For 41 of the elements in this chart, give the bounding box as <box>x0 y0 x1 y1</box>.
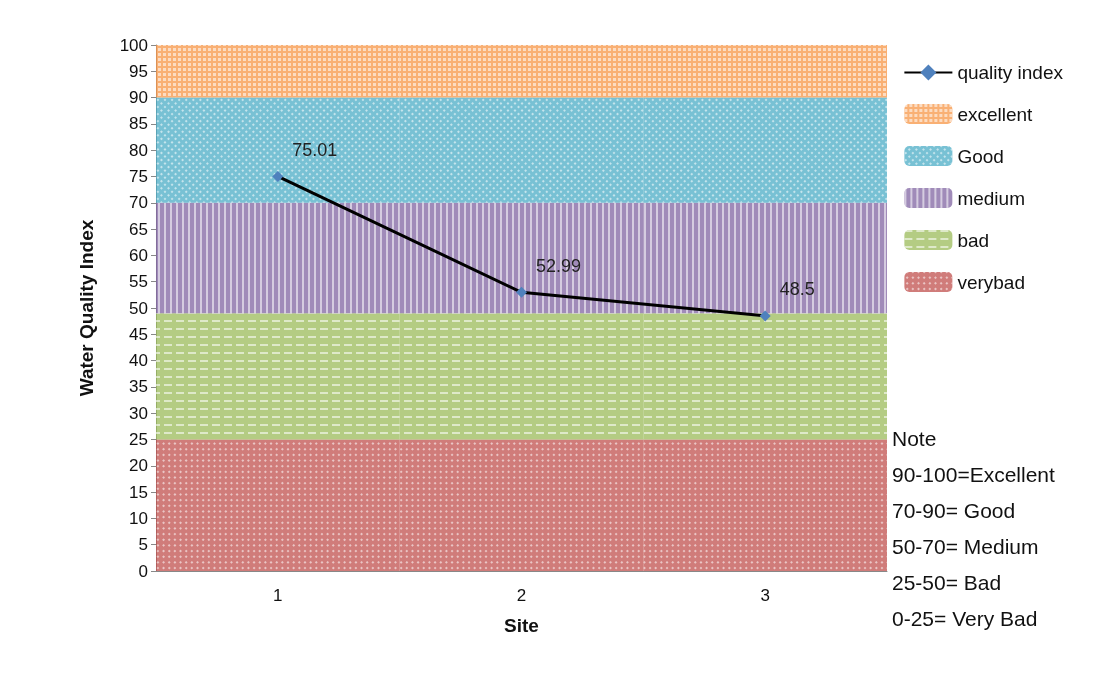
y-tick-label: 40 <box>129 351 148 371</box>
legend-label: medium <box>957 187 1025 209</box>
text: 0-25= Very Bad <box>892 607 1038 630</box>
y-tick-label: 35 <box>129 377 148 397</box>
y-tick-label: 55 <box>129 272 148 292</box>
legend-label: quality index <box>957 62 1064 83</box>
legend-label: verybad <box>957 271 1025 293</box>
y-tick-label: 50 <box>129 298 148 318</box>
y-tick-label: 30 <box>129 403 148 423</box>
text: 70-90= Good <box>892 499 1016 522</box>
x-tick-label: 3 <box>760 586 770 605</box>
y-tick-label: 70 <box>129 193 148 213</box>
y-tick-label: 45 <box>129 324 148 344</box>
text: 25-50= Bad <box>892 571 1002 594</box>
y-tick-label: 90 <box>129 88 148 108</box>
data-label: 52.99 <box>536 255 582 276</box>
data-label: 48.5 <box>779 279 815 300</box>
y-tick-label: 100 <box>119 35 148 55</box>
y-tick-label: 5 <box>138 535 148 555</box>
x-axis-title: Site <box>504 615 539 636</box>
y-tick-label: 25 <box>129 430 148 449</box>
text: Note <box>892 427 937 450</box>
y-tick-label: 10 <box>129 508 148 528</box>
y-tick-label: 60 <box>129 245 148 265</box>
x-tick-label: 1 <box>273 586 283 605</box>
x-tick-label: 2 <box>516 586 527 605</box>
y-tick-label: 20 <box>129 456 148 476</box>
text: 50-70= Medium <box>892 535 1039 558</box>
text: 90-100=Excellent <box>892 463 1056 486</box>
y-tick-label: 0 <box>138 561 148 581</box>
y-tick-label: 95 <box>129 61 148 81</box>
y-tick-label: 15 <box>129 482 148 502</box>
y-tick-label: 65 <box>129 219 148 239</box>
y-tick-label: 75 <box>129 167 148 186</box>
data-label: 75.01 <box>292 139 338 160</box>
legend-label: Good <box>957 145 1004 167</box>
y-tick-label: 85 <box>129 114 148 134</box>
legend-label: excellent <box>957 103 1034 125</box>
legend-label: bad <box>957 229 990 251</box>
y-tick-label: 80 <box>129 140 148 160</box>
y-axis-title: Water Quality Index <box>76 219 97 397</box>
